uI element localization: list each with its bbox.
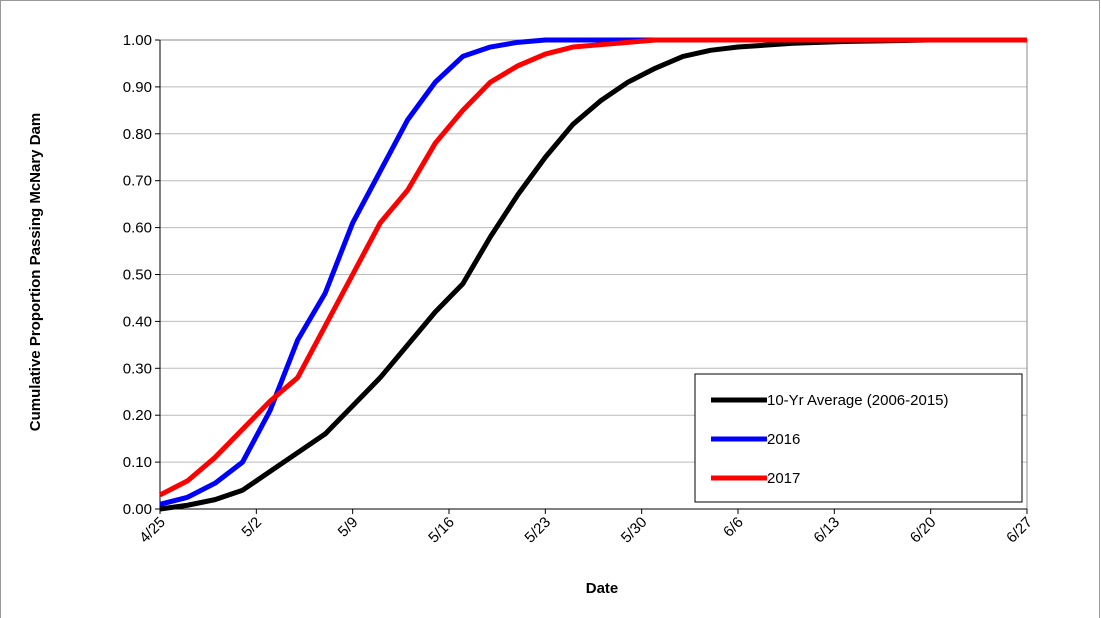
legend-label: 10-Yr Average (2006-2015) bbox=[767, 392, 949, 409]
y-tick-label: 0.70 bbox=[123, 173, 152, 190]
series-line bbox=[158, 37, 1027, 498]
legend-label: 2016 bbox=[767, 431, 800, 448]
y-tick-label: 0.60 bbox=[123, 220, 152, 237]
legend-label: 2017 bbox=[767, 470, 800, 487]
y-tick-label: 0.80 bbox=[123, 126, 152, 143]
y-tick-label: 1.00 bbox=[123, 32, 152, 49]
y-axis-title: Cumulative Proportion Passing McNary Dam bbox=[27, 113, 44, 431]
x-axis-title: Date bbox=[586, 580, 619, 597]
y-tick-label: 0.40 bbox=[123, 313, 152, 330]
y-tick-label: 0.50 bbox=[123, 267, 152, 284]
series-line bbox=[159, 37, 1027, 512]
y-tick-label: 0.90 bbox=[123, 79, 152, 96]
y-tick-label: 0.00 bbox=[123, 501, 152, 518]
y-tick-label: 0.20 bbox=[123, 407, 152, 424]
y-tick-label: 0.30 bbox=[123, 360, 152, 377]
y-tick-label: 0.10 bbox=[123, 454, 152, 471]
